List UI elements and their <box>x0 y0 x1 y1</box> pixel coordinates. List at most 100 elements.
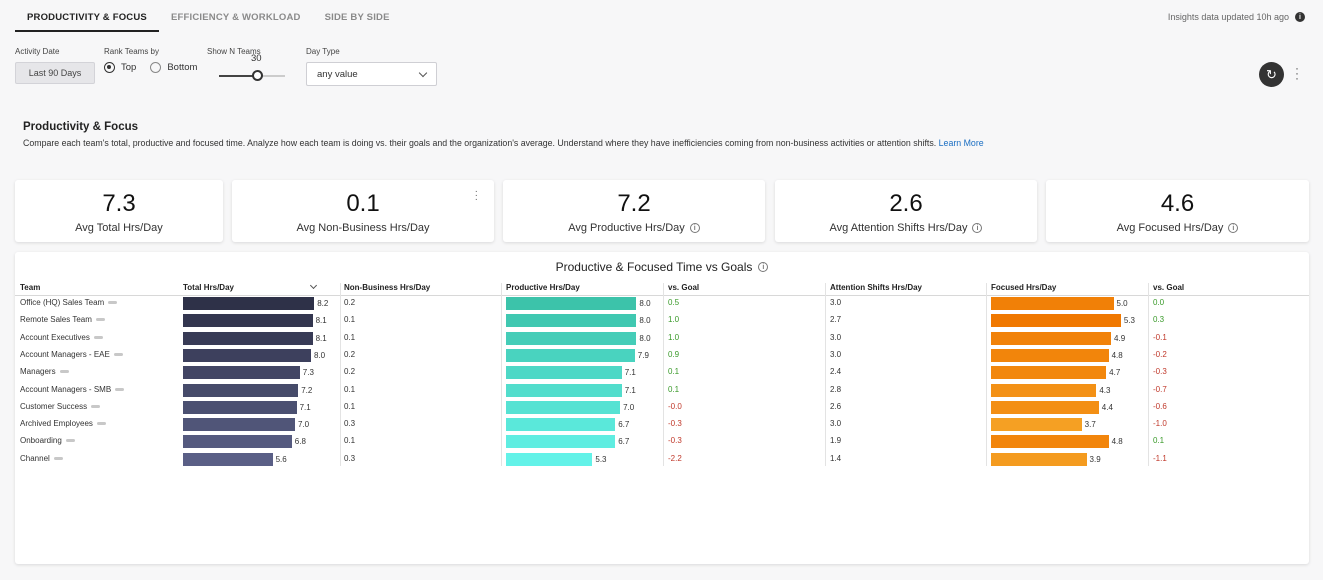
kpi-card-non-business: · · · 0.1 Avg Non-Business Hrs/Day <box>232 180 494 242</box>
focused-hrs-bar[interactable] <box>991 383 1097 397</box>
show-n-teams-filter: Show N Teams 30 <box>207 47 285 86</box>
header-team[interactable]: Team <box>20 283 41 292</box>
info-icon[interactable]: i <box>972 223 983 233</box>
kpi-value: 0.1 <box>346 190 380 217</box>
refresh-button[interactable]: ↻ <box>1259 62 1284 87</box>
productive-hrs-bar[interactable] <box>506 297 637 310</box>
team-name-cell[interactable]: Account Managers - EAE <box>20 350 123 359</box>
more-options-icon[interactable]: · · · <box>1295 61 1299 85</box>
header-non-business[interactable]: Non-Business Hrs/Day <box>344 283 431 292</box>
productive-hrs-bar[interactable] <box>506 366 622 380</box>
kpi-card-productive: 7.2 Avg Productive Hrs/Day i <box>503 180 765 242</box>
focused-hrs-bar[interactable] <box>991 348 1109 362</box>
kpi-label: Avg Focused Hrs/Day <box>1116 222 1224 234</box>
kpi-value: 7.2 <box>617 190 651 217</box>
team-name-cell[interactable]: Onboarding <box>20 436 75 445</box>
total-hrs-bar[interactable] <box>183 297 315 310</box>
total-hrs-bar[interactable] <box>183 400 297 414</box>
focused-hrs-bar[interactable] <box>991 418 1082 432</box>
data-updated-status: Insights data updated 10h ago i <box>1168 12 1305 22</box>
focused-vs-goal: -0.7 <box>1153 384 1167 394</box>
tab-productivity-focus[interactable]: PRODUCTIVITY & FOCUS <box>15 8 159 32</box>
focused-hrs-bar[interactable] <box>991 314 1121 328</box>
focused-hrs-bar[interactable] <box>991 452 1087 466</box>
header-total[interactable]: Total Hrs/Day <box>183 283 234 292</box>
focused-hrs-bar[interactable] <box>991 366 1107 380</box>
team-name-cell[interactable]: Managers <box>20 367 69 376</box>
total-hrs-bar[interactable] <box>183 452 273 466</box>
attention-shifts-value: 1.9 <box>830 436 842 446</box>
team-tag-icon <box>95 318 105 322</box>
info-icon[interactable]: i <box>1295 12 1305 22</box>
tab-efficiency-workload[interactable]: EFFICIENCY & WORKLOAD <box>170 12 301 23</box>
productive-vs-goal: 0.9 <box>668 349 680 359</box>
tab-side-by-side[interactable]: SIDE BY SIDE <box>324 12 390 23</box>
info-icon[interactable]: i <box>758 262 769 272</box>
team-name: Office (HQ) Sales Team <box>20 298 105 307</box>
focused-hrs-value: 5.3 <box>1123 316 1135 326</box>
table-title: Productive & Focused Time vs Goals <box>555 260 753 274</box>
productive-hrs-bar[interactable] <box>506 331 637 345</box>
header-focused[interactable]: Focused Hrs/Day <box>991 283 1057 292</box>
header-attention[interactable]: Attention Shifts Hrs/Day <box>830 283 923 292</box>
total-hrs-value: 8.1 <box>315 316 327 326</box>
team-name: Managers <box>20 367 56 377</box>
focused-hrs-value: 3.7 <box>1084 420 1096 430</box>
productive-hrs-bar[interactable] <box>506 435 616 449</box>
day-type-select[interactable]: any value <box>306 62 437 86</box>
productive-hrs-value: 5.3 <box>595 454 607 464</box>
slider-thumb[interactable] <box>252 70 263 81</box>
column-divider <box>986 283 987 466</box>
focused-hrs-bar[interactable] <box>991 400 1099 414</box>
header-prod-goal[interactable]: vs. Goal <box>668 283 700 292</box>
productive-hrs-bar[interactable] <box>506 314 637 328</box>
kpi-label: Avg Total Hrs/Day <box>75 222 163 234</box>
focused-hrs-bar[interactable] <box>991 297 1114 310</box>
total-hrs-bar[interactable] <box>183 348 311 362</box>
learn-more-link[interactable]: Learn More <box>938 138 984 148</box>
productive-hrs-bar[interactable] <box>506 400 621 414</box>
team-name: Channel <box>20 453 50 463</box>
total-hrs-bar[interactable] <box>183 314 313 328</box>
section-description: Compare each team's total, productive an… <box>23 138 984 148</box>
info-icon[interactable]: i <box>1228 223 1239 233</box>
productive-vs-goal: 0.1 <box>668 367 680 377</box>
activity-date-button[interactable]: Last 90 Days <box>15 62 95 84</box>
total-hrs-bar[interactable] <box>183 418 295 432</box>
header-productive[interactable]: Productive Hrs/Day <box>506 283 580 292</box>
team-name-cell[interactable]: Remote Sales Team <box>20 315 105 324</box>
focused-vs-goal: 0.0 <box>1153 298 1165 307</box>
rank-bottom-radio[interactable] <box>150 62 162 73</box>
rank-top-radio[interactable] <box>104 62 115 73</box>
productive-hrs-bar[interactable] <box>506 383 622 397</box>
total-hrs-bar[interactable] <box>183 435 292 449</box>
team-name-cell[interactable]: Account Managers - SMB <box>20 385 125 394</box>
productive-hrs-bar[interactable] <box>506 348 635 362</box>
show-n-teams-label: Show N Teams <box>207 47 261 56</box>
day-type-value: any value <box>317 68 358 80</box>
focused-hrs-bar[interactable] <box>991 331 1112 345</box>
team-name-cell[interactable]: Archived Employees <box>20 419 106 428</box>
productive-hrs-value: 8.0 <box>639 316 651 326</box>
table-title-wrap: Productive & Focused Time vs Goals i <box>15 260 1309 274</box>
productive-vs-goal: 1.0 <box>668 332 680 342</box>
team-tag-icon <box>115 387 125 391</box>
productive-hrs-bar[interactable] <box>506 452 593 466</box>
team-name-cell[interactable]: Customer Success <box>20 402 101 411</box>
total-hrs-bar[interactable] <box>183 366 300 380</box>
show-n-teams-slider[interactable]: 30 <box>219 53 285 86</box>
productive-hrs-bar[interactable] <box>506 418 616 432</box>
total-hrs-bar[interactable] <box>183 383 299 397</box>
team-name-cell[interactable]: Account Executives <box>20 333 103 342</box>
focused-hrs-bar[interactable] <box>991 435 1109 449</box>
info-icon[interactable]: i <box>689 223 700 233</box>
team-name-cell[interactable]: Channel <box>20 454 63 463</box>
total-hrs-bar[interactable] <box>183 331 313 345</box>
team-name-cell[interactable]: Office (HQ) Sales Team <box>20 298 118 307</box>
header-focus-goal[interactable]: vs. Goal <box>1153 283 1185 292</box>
card-menu-icon[interactable]: · · · <box>474 186 478 205</box>
focused-hrs-value: 4.3 <box>1099 385 1111 395</box>
focused-hrs-value: 3.9 <box>1089 454 1101 464</box>
total-hrs-value: 8.0 <box>314 350 326 360</box>
sort-chevron-icon[interactable] <box>309 281 318 290</box>
